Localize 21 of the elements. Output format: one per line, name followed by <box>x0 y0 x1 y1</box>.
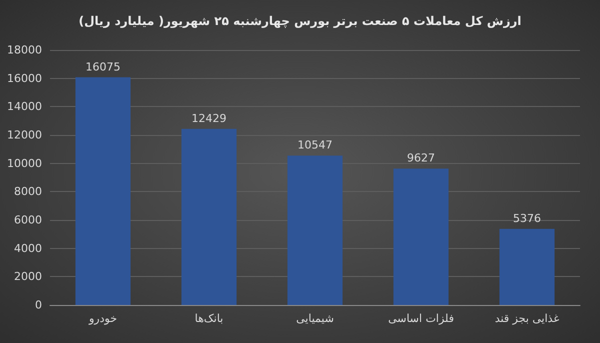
y-tick-label: 0 <box>35 298 42 312</box>
y-tick-label: 2000 <box>14 270 42 284</box>
y-tick-label: 8000 <box>14 185 42 198</box>
y-tick-label: 6000 <box>14 214 42 226</box>
y-tick-label: 10000 <box>7 156 42 170</box>
y-tick-label: 18000 <box>7 44 42 56</box>
chart-title: ارزش کل معاملات ۵ صنعت برتر بورس چهارشنبه ۲۵ شهریور( میلیارد ریال) <box>78 14 522 28</box>
data-label: 12429 <box>192 112 226 125</box>
data-label: 5376 <box>513 212 541 225</box>
x-tick-label: خودرو <box>88 312 118 325</box>
data-label: 10547 <box>298 138 332 152</box>
x-tick-label: فلزات اساسی <box>388 312 454 325</box>
y-tick-label: 12000 <box>7 128 42 142</box>
y-tick-label: 4000 <box>14 242 42 255</box>
x-tick-label: غذایی بجز قند <box>494 312 560 325</box>
x-tick-label: بانک‌ها <box>194 312 224 325</box>
data-label: 16075 <box>86 60 120 74</box>
x-tick-label: شیمیایی <box>296 312 334 325</box>
data-label: 9627 <box>407 152 435 165</box>
y-tick-label: 14000 <box>7 100 42 114</box>
y-tick-label: 16000 <box>7 72 42 85</box>
